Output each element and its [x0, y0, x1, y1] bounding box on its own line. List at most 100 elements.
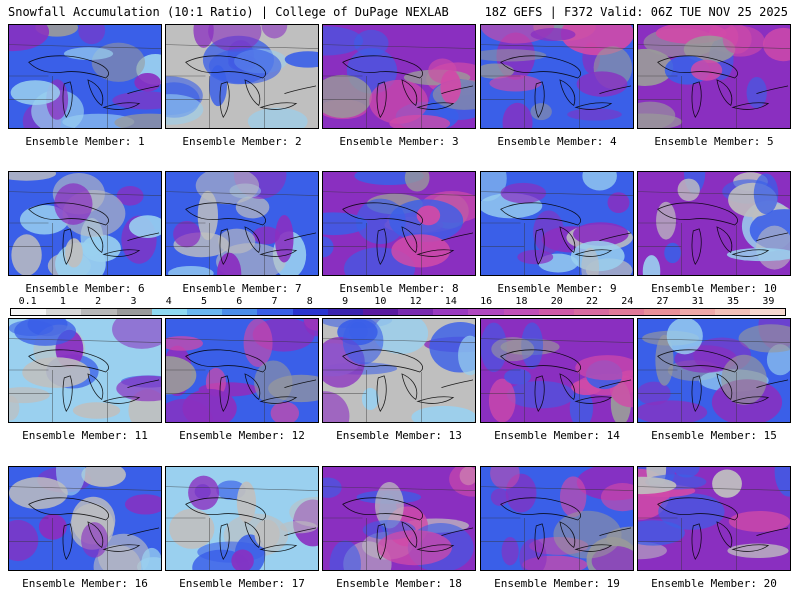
map-title: Snowfall Accumulation (10:1 Ratio) | Col…	[8, 5, 449, 19]
colorbar-labels: 0.1 1 2 3 4 5 6 7 8 9 10 12 14 16 18 20 22 24 27 31 35 39	[10, 296, 786, 308]
colorbar-swatch	[116, 309, 152, 315]
member-map-panel	[8, 318, 162, 423]
member-map-panel	[165, 318, 319, 423]
colorbar-tick-label: 18	[515, 296, 528, 307]
snowfall-map	[9, 467, 161, 570]
colorbar-tick-label: 4	[165, 296, 172, 307]
colorbar-tick-label: 16	[480, 296, 493, 307]
colorbar-tick-label: 10	[374, 296, 387, 307]
colorbar-tick-label: 12	[409, 296, 422, 307]
member-map-panel	[480, 466, 634, 571]
ensemble-member-label: Ensemble Member: 13	[336, 429, 462, 442]
colorbar-tick-label: 8	[306, 296, 313, 307]
colorbar-swatch	[538, 309, 574, 315]
member-map-panel	[480, 318, 634, 423]
colorbar-tick-label: 7	[271, 296, 278, 307]
colorbar-swatch	[644, 309, 680, 315]
snowfall-map	[481, 25, 633, 128]
snowfall-map	[323, 172, 475, 275]
snowfall-map	[481, 467, 633, 570]
colorbar-tick-label: 14	[444, 296, 457, 307]
snowfall-map	[638, 319, 790, 422]
member-map-panel	[165, 171, 319, 276]
snowfall-map	[638, 172, 790, 275]
ensemble-member-label: Ensemble Member: 7	[182, 282, 302, 295]
ensemble-member-label: Ensemble Member: 9	[497, 282, 617, 295]
member-map-panel	[8, 466, 162, 571]
snowfall-map	[9, 172, 161, 275]
colorbar-swatch	[679, 309, 715, 315]
ensemble-member-label: Ensemble Member: 10	[651, 282, 777, 295]
colorbar-swatch	[257, 309, 293, 315]
snowfall-map	[323, 467, 475, 570]
ensemble-member-label: Ensemble Member: 6	[25, 282, 145, 295]
colorbar-tick-label: 24	[621, 296, 634, 307]
colorbar-tick-label: 9	[342, 296, 349, 307]
colorbar-swatch	[292, 309, 328, 315]
colorbar-tick-label: 22	[585, 296, 599, 307]
colorbar-swatch	[503, 309, 539, 315]
ensemble-member-label: Ensemble Member: 17	[179, 577, 305, 590]
ensemble-member-label: Ensemble Member: 5	[654, 135, 774, 148]
colorbar-swatch	[433, 309, 469, 315]
colorbar-tick-label: 0.1	[18, 296, 37, 307]
colorbar-swatch	[222, 309, 258, 315]
colorbar-tick-label: 2	[95, 296, 102, 307]
member-map-panel	[637, 171, 791, 276]
colorbar-swatch	[327, 309, 363, 315]
ensemble-member-label: Ensemble Member: 3	[339, 135, 459, 148]
colorbar-swatch	[398, 309, 434, 315]
colorbar-tick-label: 31	[691, 296, 704, 307]
member-map-panel	[637, 318, 791, 423]
member-map-panel	[480, 24, 634, 129]
snowfall-map	[9, 319, 161, 422]
colorbar-tick-label: 1	[59, 296, 66, 307]
ensemble-member-label: Ensemble Member: 12	[179, 429, 305, 442]
colorbar-tick-label: 6	[236, 296, 243, 307]
colorbar-tick-label: 35	[727, 296, 740, 307]
ensemble-member-label: Ensemble Member: 4	[497, 135, 617, 148]
colorbar-swatch	[749, 309, 786, 315]
colorbar-tick-label: 39	[762, 296, 775, 307]
snowfall-map	[166, 319, 318, 422]
snowfall-map	[481, 319, 633, 422]
snowfall-map	[481, 172, 633, 275]
colorbar-tick-label: 20	[550, 296, 563, 307]
ensemble-member-label: Ensemble Member: 16	[22, 577, 148, 590]
snowfall-map	[323, 319, 475, 422]
snowfall-colorbar	[10, 308, 786, 316]
member-map-panel	[322, 466, 476, 571]
member-map-panel	[322, 171, 476, 276]
colorbar-swatch	[46, 309, 82, 315]
ensemble-member-label: Ensemble Member: 19	[494, 577, 620, 590]
colorbar-swatch	[468, 309, 504, 315]
member-map-panel	[637, 24, 791, 129]
colorbar-tick-label: 27	[656, 296, 669, 307]
ensemble-member-label: Ensemble Member: 1	[25, 135, 145, 148]
snowfall-map	[9, 25, 161, 128]
ensemble-member-label: Ensemble Member: 15	[651, 429, 777, 442]
member-map-panel	[322, 318, 476, 423]
member-map-panel	[480, 171, 634, 276]
snowfall-map	[166, 25, 318, 128]
ensemble-member-label: Ensemble Member: 14	[494, 429, 620, 442]
snowfall-map	[323, 25, 475, 128]
colorbar-swatch	[186, 309, 223, 315]
snowfall-map	[166, 172, 318, 275]
member-map-panel	[8, 171, 162, 276]
colorbar-tick-label: 3	[130, 296, 137, 307]
member-map-panel	[165, 466, 319, 571]
valid-time: 18Z GEFS | F372 Valid: 06Z TUE NOV 25 20…	[484, 5, 788, 19]
snowfall-map	[638, 467, 790, 570]
ensemble-member-label: Ensemble Member: 20	[651, 577, 777, 590]
snowfall-map	[638, 25, 790, 128]
colorbar-swatch	[609, 309, 645, 315]
colorbar-swatch	[151, 309, 187, 315]
member-map-panel	[637, 466, 791, 571]
colorbar-swatch	[362, 309, 399, 315]
colorbar-swatch	[714, 309, 750, 315]
snowfall-map	[166, 467, 318, 570]
ensemble-member-label: Ensemble Member: 11	[22, 429, 148, 442]
ensemble-member-label: Ensemble Member: 2	[182, 135, 302, 148]
colorbar-swatch	[81, 309, 117, 315]
